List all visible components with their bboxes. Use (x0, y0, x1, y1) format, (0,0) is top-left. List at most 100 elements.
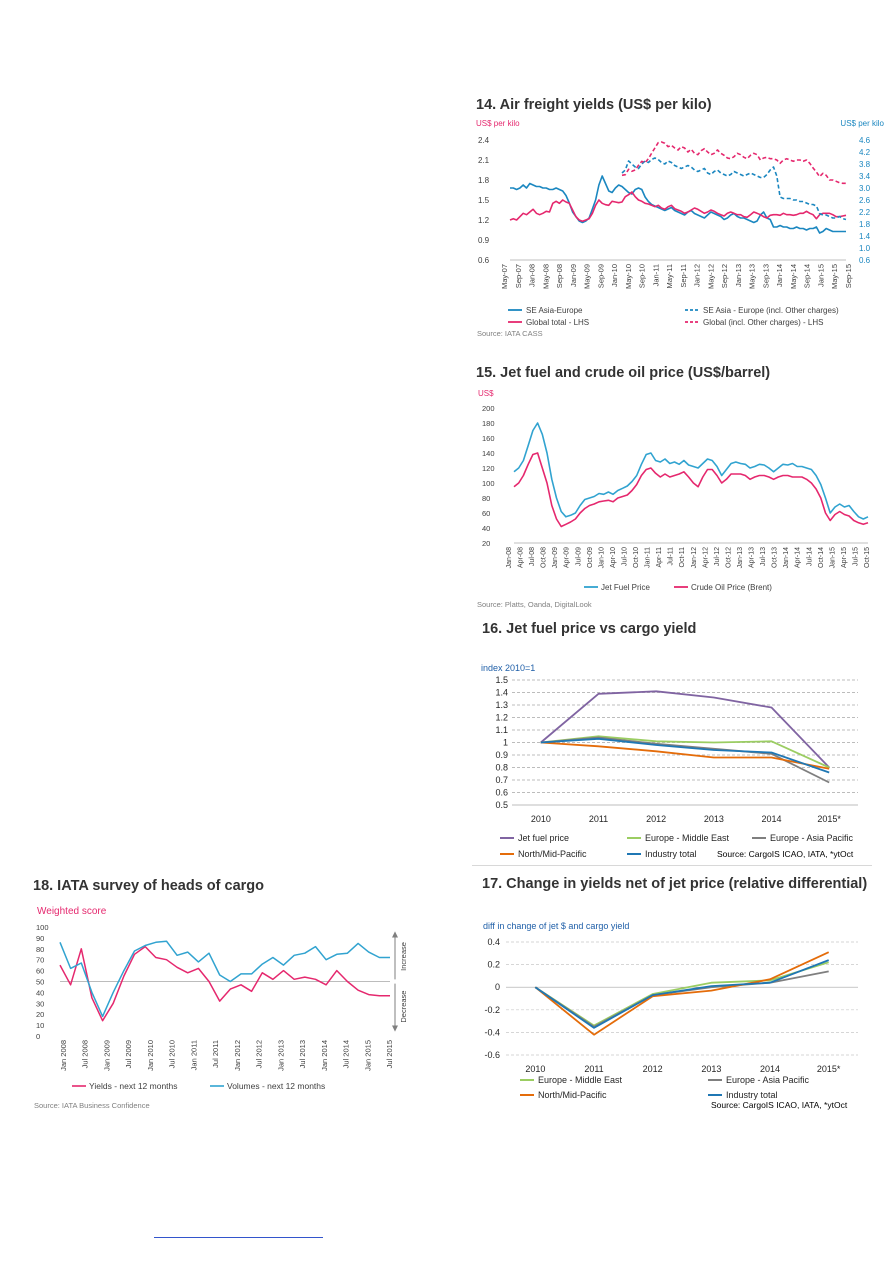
chart14-right-tick-label: 3.4 (859, 172, 871, 181)
chart14-series-line-3 (621, 141, 846, 185)
chart17-legend-label: Europe - Asia Pacific (726, 1075, 810, 1085)
chart18-x-tick-label: Jul 2013 (298, 1040, 307, 1068)
chart15-x-tick-label: Oct-08 (541, 547, 548, 568)
chart16-legend-label: Industry total (645, 849, 697, 859)
chart15-x-tick-label: Oct-14 (818, 547, 825, 568)
chart14-right-tick-label: 3.8 (859, 160, 871, 169)
chart14-left-tick-label: 0.9 (478, 236, 490, 245)
chart15-legend-label: Crude Oil Price (Brent) (691, 583, 772, 592)
chart16-y-tick-label: 1.4 (495, 688, 508, 698)
chart16-title: 16. Jet fuel price vs cargo yield (482, 621, 697, 637)
chart18-y-tick-label: 80 (36, 945, 44, 954)
chart14-right-axis-label: US$ per kilo (840, 119, 884, 128)
chart18-increase-arrowhead (392, 931, 398, 938)
chart18-x-tick-label: Jul 2015 (385, 1040, 394, 1068)
chart16-y-tick-label: 0.6 (495, 788, 508, 798)
chart17-series-line-2 (534, 951, 830, 1036)
chart14-x-tick-label: May-13 (748, 264, 757, 289)
chart18-x-tick-label: Jul 2012 (255, 1040, 264, 1068)
chart16-series-line-0 (540, 690, 830, 769)
chart17-y-axis-label: diff in change of jet $ and cargo yield (483, 921, 629, 931)
chart15-x-tick-label: Oct-13 (772, 547, 779, 568)
chart14-legend-label: Global (incl. Other charges) - LHS (703, 318, 824, 327)
chart14-x-tick-label: Jan-08 (528, 264, 537, 287)
chart16-y-tick-label: 1.5 (495, 675, 508, 685)
chart16-series-line-3 (540, 741, 830, 770)
chart14-x-tick-label: May-08 (541, 264, 550, 289)
chart17-x-tick-label: 2015* (817, 1064, 841, 1074)
chart14-x-tick-label: Sep-08 (555, 264, 564, 288)
chart14-right-tick-label: 2.2 (859, 208, 871, 217)
chart14-legend-label: SE Asia-Europe (526, 306, 583, 315)
chart16-y-tick-label: 0.9 (495, 750, 508, 760)
chart16-y-axis-label: index 2010=1 (481, 663, 535, 673)
chart14-x-tick-label: Sep-09 (596, 264, 605, 288)
chart18-x-tick-label: Jul 2010 (168, 1040, 177, 1068)
chart18-x-tick-label: Jan 2011 (189, 1040, 198, 1070)
chart15-y-tick-label: 80 (482, 494, 490, 503)
chart16-x-tick-label: 2015* (817, 814, 841, 824)
chart15-x-tick-label: Jul-11 (668, 547, 675, 566)
chart15-x-tick-label: Jan-15 (829, 547, 836, 569)
chart14-x-tick-label: Sep-07 (514, 264, 523, 288)
chart18-increase-label: Increase (399, 942, 408, 971)
chart18-x-tick-label: Jan 2014 (320, 1040, 329, 1071)
chart15-y-tick-label: 40 (482, 524, 490, 533)
chart16-series-line-1 (540, 735, 830, 769)
chart17-source: Source: CargoIS ICAO, IATA, *ytOct (711, 1100, 848, 1110)
chart18-x-tick-label: Jan 2012 (233, 1040, 242, 1071)
chart18-y-tick-label: 0 (36, 1032, 40, 1041)
chart15-legend-label: Jet Fuel Price (601, 583, 650, 592)
chart18-y-tick-label: 20 (36, 1010, 44, 1019)
chart16-y-tick-label: 0.5 (495, 800, 508, 810)
chart17-legend-label: North/Mid-Pacific (538, 1090, 607, 1100)
chart15-x-tick-label: Oct-12 (725, 547, 732, 568)
chart14-legend-label: SE Asia - Europe (incl. Other charges) (703, 306, 839, 315)
chart16-x-tick-label: 2013 (704, 814, 724, 824)
chart15-x-tick-label: Apr-11 (656, 547, 663, 568)
chart18-plot: Weighted score1009080706050403020100Jan … (36, 906, 408, 1091)
footer-link-underline[interactable] (154, 1237, 323, 1238)
chart15-x-tick-label: Jul-14 (806, 547, 813, 566)
chart18-x-tick-label: Jan 2010 (146, 1040, 155, 1071)
chart18-y-tick-label: 70 (36, 956, 44, 965)
chart14-x-tick-label: Jan-09 (569, 264, 578, 287)
chart16-source: Source: CargoIS ICAO, IATA, *ytOct (717, 849, 854, 859)
chart18-decrease-label: Decrease (399, 991, 408, 1023)
chart16-legend-label: Europe - Middle East (645, 833, 730, 843)
chart16-y-tick-label: 1.2 (495, 713, 508, 723)
chart15-x-tick-label: Jan-12 (691, 547, 698, 569)
chart17-title: 17. Change in yields net of jet price (r… (482, 876, 868, 892)
chart15-x-tick-label: Jan-14 (783, 547, 790, 569)
chart15-x-tick-label: Apr-09 (564, 547, 571, 568)
chart18-x-tick-label: Jan 2009 (102, 1040, 111, 1071)
chart16-divider (472, 865, 872, 866)
chart15-x-tick-label: Oct-10 (633, 547, 640, 568)
chart18-y-tick-label: 100 (36, 923, 49, 932)
chart14-left-axis-label: US$ per kilo (476, 119, 520, 128)
chart16-x-tick-label: 2011 (589, 814, 608, 824)
chart17-x-tick-label: 2011 (584, 1064, 603, 1074)
chart17-plot: diff in change of jet $ and cargo yield 0… (483, 921, 858, 1110)
chart16-legend-label: Europe - Asia Pacific (770, 833, 854, 843)
chart18-x-tick-label: Jul 2014 (342, 1040, 351, 1068)
chart15-y-tick-label: 60 (482, 509, 490, 518)
chart17-series-line-3 (534, 959, 830, 1029)
chart17-x-tick-label: 2010 (525, 1064, 545, 1074)
chart18-legend-label: Yields - next 12 months (89, 1081, 178, 1091)
chart15-y-tick-label: 160 (482, 434, 495, 443)
chart14-series-line-2 (621, 157, 847, 221)
chart15-x-tick-label: Apr-14 (795, 547, 802, 568)
chart14-x-tick-label: Sep-12 (720, 264, 729, 288)
chart15-x-tick-label: Apr-08 (518, 547, 525, 568)
chart14-left-tick-label: 2.4 (478, 136, 490, 145)
chart14-series-line-1 (509, 191, 847, 223)
chart14-legend-label: Global total - LHS (526, 318, 589, 327)
chart18-series-line-0 (59, 945, 390, 1022)
chart18-x-tick-label: Jul 2011 (211, 1040, 220, 1068)
chart14-x-tick-label: May-14 (789, 264, 798, 289)
chart14-x-tick-label: Jan-12 (693, 264, 702, 287)
chart15-x-tick-label: Oct-15 (864, 547, 871, 568)
chart15-x-tick-label: Jul-15 (852, 547, 859, 566)
chart15-x-tick-label: Apr-12 (702, 547, 709, 568)
